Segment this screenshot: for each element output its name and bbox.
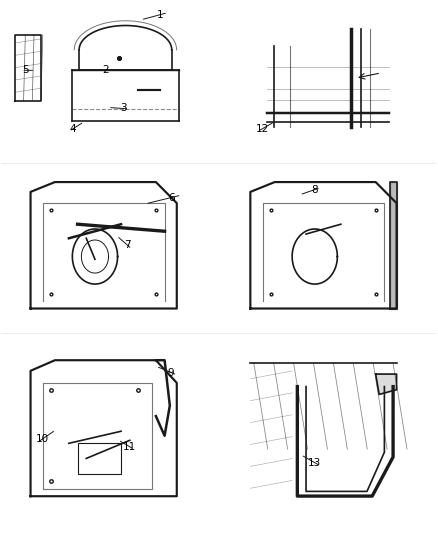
Text: 7: 7 <box>124 240 131 251</box>
Text: 1: 1 <box>157 10 163 20</box>
Text: 2: 2 <box>102 66 109 75</box>
Text: 13: 13 <box>308 458 321 467</box>
Text: 6: 6 <box>168 192 174 203</box>
Text: 4: 4 <box>70 124 77 134</box>
Text: 9: 9 <box>168 368 174 377</box>
Text: 3: 3 <box>120 103 127 114</box>
Text: 10: 10 <box>36 434 49 444</box>
Text: 5: 5 <box>22 66 28 75</box>
Text: 8: 8 <box>311 184 318 195</box>
Polygon shape <box>376 374 396 394</box>
Polygon shape <box>390 182 396 309</box>
Bar <box>78 443 121 473</box>
Text: 12: 12 <box>256 124 269 134</box>
Text: 11: 11 <box>123 442 136 452</box>
